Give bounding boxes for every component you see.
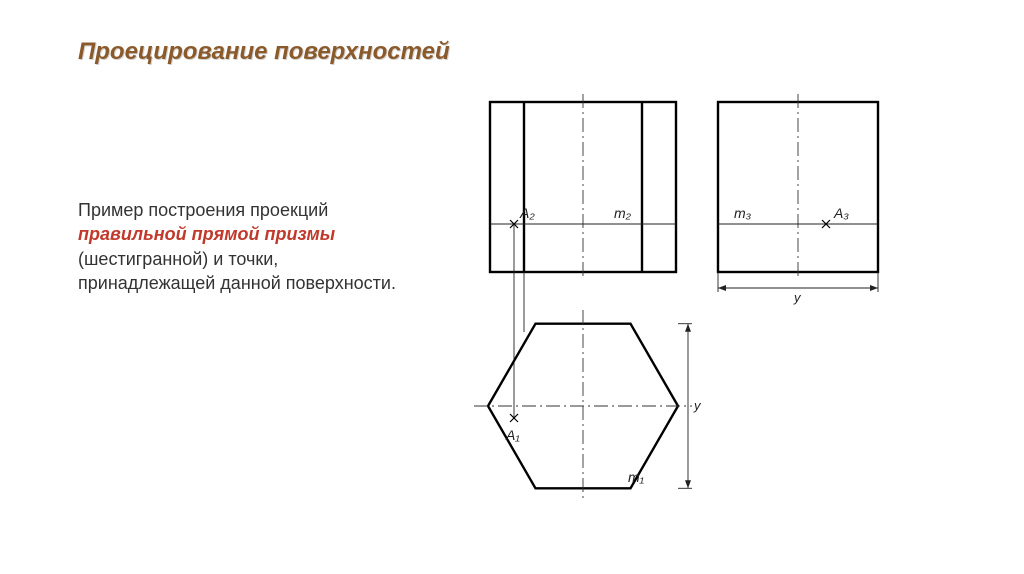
label-y-side: у xyxy=(793,290,802,305)
label-a3: A₃ xyxy=(833,205,849,221)
desc-line2: (шестигранной) и точки, принадлежащей да… xyxy=(78,249,396,293)
label-a2: A₂ xyxy=(519,205,535,221)
label-a1: A₁ xyxy=(505,427,520,443)
slide-title: Проецирование поверхностей xyxy=(78,38,450,66)
projection-diagram: A₂ m₂ A₃ m₃ у xyxy=(466,88,1006,548)
description-block: Пример построения проекций правильной пр… xyxy=(78,198,418,295)
front-view: A₂ m₂ xyxy=(490,94,676,280)
top-view: A₁ m₁ у xyxy=(474,310,702,502)
desc-line1: Пример построения проекций xyxy=(78,200,328,220)
label-m1: m₁ xyxy=(628,469,645,485)
label-y-top: у xyxy=(693,398,702,413)
label-m2: m₂ xyxy=(614,205,632,221)
desc-highlight: правильной прямой призмы xyxy=(78,224,335,244)
side-view: A₃ m₃ у xyxy=(718,94,878,305)
label-m3: m₃ xyxy=(734,205,752,221)
